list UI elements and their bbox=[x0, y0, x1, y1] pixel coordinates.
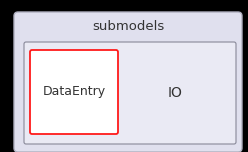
Text: DataEntry: DataEntry bbox=[42, 85, 106, 98]
FancyBboxPatch shape bbox=[24, 42, 236, 144]
FancyBboxPatch shape bbox=[14, 12, 242, 152]
FancyBboxPatch shape bbox=[30, 50, 118, 134]
Text: submodels: submodels bbox=[92, 19, 164, 33]
Text: IO: IO bbox=[168, 86, 183, 100]
